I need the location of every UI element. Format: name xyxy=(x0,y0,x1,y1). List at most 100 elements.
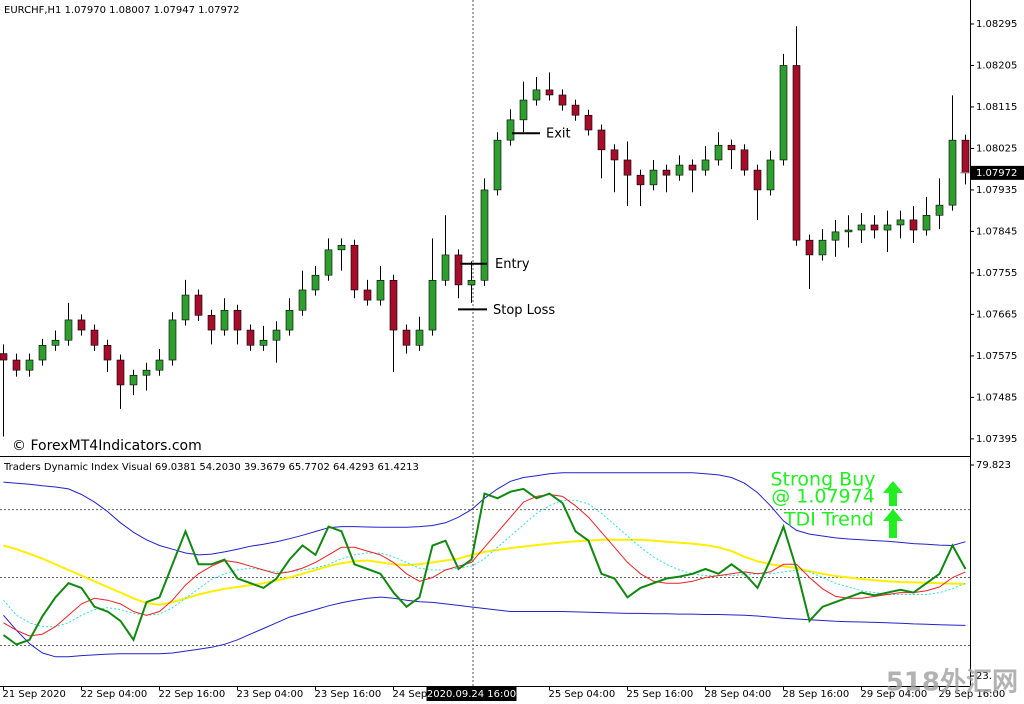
candle-body xyxy=(168,319,177,361)
candle-body xyxy=(623,159,632,176)
x-highlight-box xyxy=(426,687,517,701)
candle-body xyxy=(142,369,151,376)
candle-body xyxy=(831,231,840,241)
y-tick-label: 1.07485 xyxy=(976,392,1017,403)
candle-body xyxy=(948,139,957,206)
candle-body xyxy=(428,279,437,331)
candle-body xyxy=(337,244,346,251)
x-tick-label: 29 Sep 04:00 xyxy=(861,689,928,700)
candle-body xyxy=(454,254,463,286)
candle-body xyxy=(532,89,541,101)
indicator-title: Traders Dynamic Index Visual 69.0381 54.… xyxy=(3,462,419,473)
candle-body xyxy=(376,279,385,301)
annotation: Entry xyxy=(495,257,530,272)
y-tick-label: 1.08115 xyxy=(976,102,1017,113)
candle-body xyxy=(25,359,34,371)
x-tick-label: 28 Sep 04:00 xyxy=(705,689,772,700)
up-arrow xyxy=(883,509,903,538)
candle-body xyxy=(558,94,567,106)
candle-body xyxy=(844,229,853,233)
candle-body xyxy=(363,289,372,301)
x-tick-label: 23 Sep 04:00 xyxy=(237,689,304,700)
y-tick-label: 23. xyxy=(976,671,992,682)
candle-body xyxy=(285,309,294,331)
candle-body xyxy=(194,294,203,316)
candle-body xyxy=(181,294,190,321)
last-price-box xyxy=(971,165,1024,180)
candle-body xyxy=(792,65,801,241)
candle-body xyxy=(740,149,749,171)
candle-body xyxy=(12,359,21,371)
indicator-line xyxy=(3,493,966,637)
x-tick-label: 25 Sep 16:00 xyxy=(627,689,694,700)
y-tick-label: 1.07845 xyxy=(976,226,1017,237)
x-tick-label: 29 Sep 16:00 xyxy=(939,689,1006,700)
y-tick-label: 79.823 xyxy=(976,460,1011,471)
candle-body xyxy=(805,239,814,256)
candle-body xyxy=(220,309,229,331)
candle-body xyxy=(688,164,697,171)
x-tick-label: 2020.09.24 16:00 xyxy=(427,689,516,700)
candle-body xyxy=(649,169,658,186)
y-tick-label: 1.08295 xyxy=(976,19,1017,30)
candle-body xyxy=(922,214,931,231)
plot-layer: 1.08295 1.08205 1.08115 1.08025 1.07935 1.078… xyxy=(0,19,1024,701)
signal-text: TDI Trend xyxy=(783,509,874,531)
candle-body xyxy=(701,159,710,171)
indicator-line xyxy=(3,596,966,658)
candle-body xyxy=(389,279,398,331)
candle-body xyxy=(519,99,528,121)
candle-body xyxy=(636,174,645,186)
candle-body xyxy=(584,114,593,131)
candle-body xyxy=(961,139,970,174)
candle-body xyxy=(415,329,424,346)
x-tick-label: 23 Sep 16:00 xyxy=(315,689,382,700)
candle-body xyxy=(597,129,606,151)
candle-body xyxy=(311,274,320,291)
x-tick-label: 22 Sep 04:00 xyxy=(81,689,148,700)
candle-body xyxy=(883,224,892,231)
candle-body xyxy=(129,374,138,386)
candle-body xyxy=(675,164,684,176)
x-tick-label: 21 Sep 2020 xyxy=(3,689,66,700)
candle-body xyxy=(896,219,905,226)
candle-body xyxy=(324,249,333,276)
candle-body xyxy=(571,104,580,116)
candle-body xyxy=(779,65,788,161)
y-tick-label: 1.07935 xyxy=(976,185,1017,196)
x-tick-label: 25 Sep 04:00 xyxy=(549,689,616,700)
signal-text: Strong Buy xyxy=(771,469,876,491)
annotation: Stop Loss xyxy=(493,303,555,318)
candle-body xyxy=(727,144,736,151)
candle-body xyxy=(935,204,944,216)
candle-body xyxy=(64,319,73,341)
candle-body xyxy=(246,329,255,346)
candle-body xyxy=(545,89,554,96)
x-tick-label: 22 Sep 16:00 xyxy=(159,689,226,700)
y-tick-label: 1.07665 xyxy=(976,309,1017,320)
indicator-line xyxy=(3,499,966,628)
candle-body xyxy=(350,244,359,291)
candle-body xyxy=(662,169,671,176)
y-tick-label: 1.07395 xyxy=(976,434,1017,445)
candle-body xyxy=(610,149,619,161)
candle-body xyxy=(38,344,47,361)
candle-body xyxy=(0,353,8,361)
candle-body xyxy=(506,119,515,141)
indicator-line xyxy=(3,538,966,606)
candle-body xyxy=(77,319,86,331)
y-tick-label: 1.07755 xyxy=(976,268,1017,279)
y-tick-label: 1.08205 xyxy=(976,60,1017,71)
candle-body xyxy=(402,329,411,346)
y-tick-label: 1.07575 xyxy=(976,351,1017,362)
candle-body xyxy=(116,359,125,386)
last-price-label: 1.07972 xyxy=(976,168,1017,179)
candle-body xyxy=(857,224,866,231)
indicator-line xyxy=(2,487,967,646)
candle-body xyxy=(207,315,216,331)
x-tick-label: 24 Sep xyxy=(393,689,428,700)
up-arrow xyxy=(883,481,903,506)
candle-body xyxy=(259,339,268,346)
candle-body xyxy=(714,144,723,161)
candle-body xyxy=(233,309,242,331)
